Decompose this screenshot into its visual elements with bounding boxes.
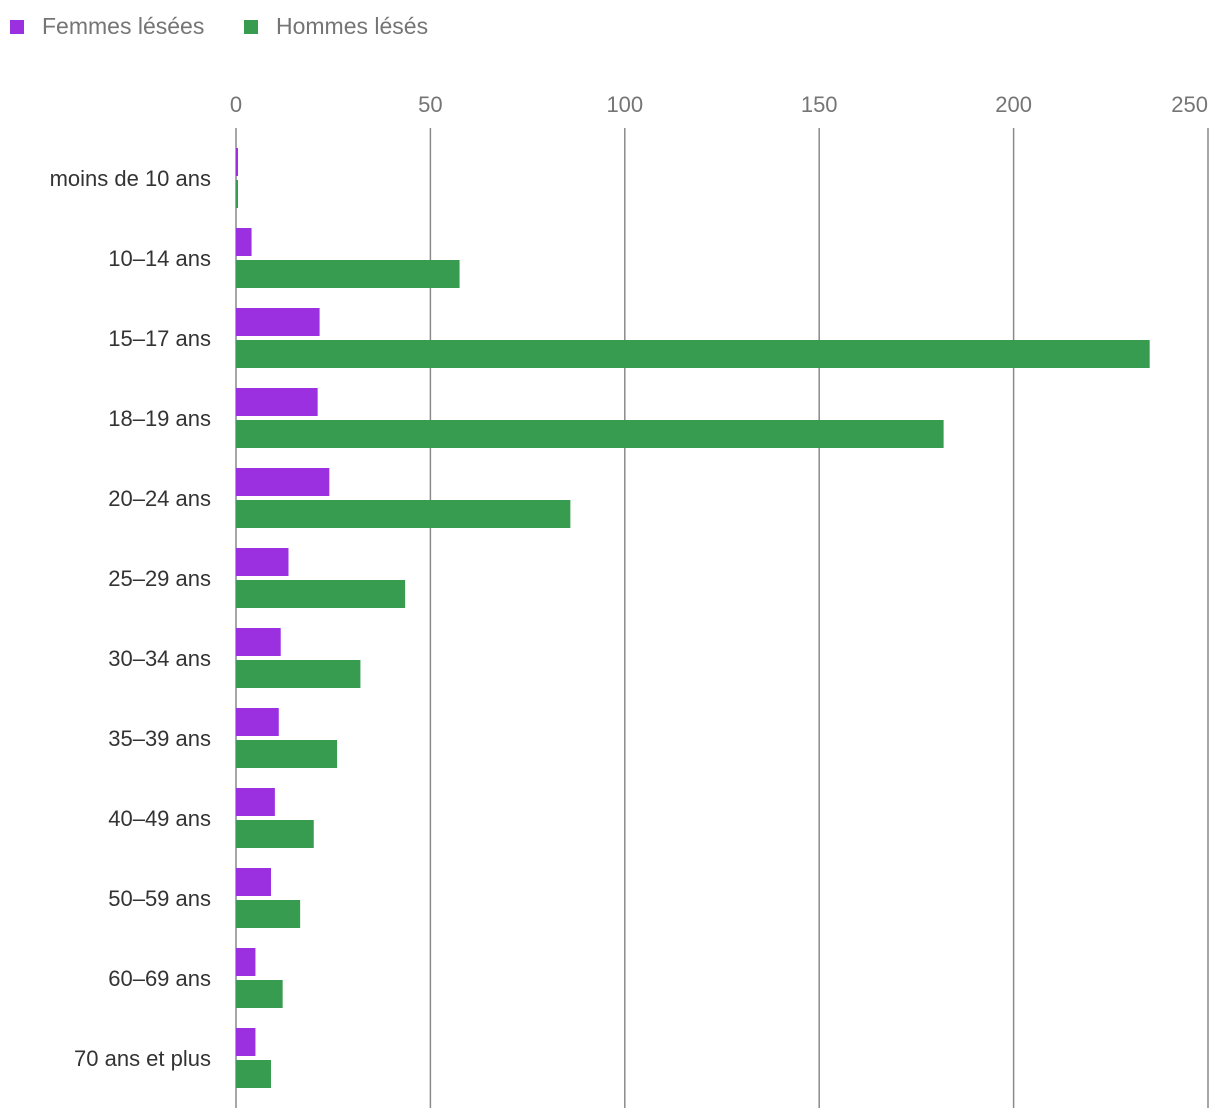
bar-hommes-2 xyxy=(236,260,460,288)
bar-hommes-8 xyxy=(236,740,338,768)
bar-hommes-11 xyxy=(236,980,283,1008)
bar-femmes-2 xyxy=(236,228,252,256)
category-label-7: 30–34 ans xyxy=(108,646,211,671)
bar-hommes-1 xyxy=(236,180,238,208)
bar-femmes-6 xyxy=(236,548,289,576)
bar-femmes-7 xyxy=(236,628,281,656)
x-tick-label-100: 100 xyxy=(606,92,643,117)
category-label-4: 18–19 ans xyxy=(108,406,211,431)
category-labels: moins de 10 ans 10–14 ans 15–17 ans 18–19 a… xyxy=(50,166,211,1071)
bar-femmes-12 xyxy=(236,1028,256,1056)
category-label-11: 60–69 ans xyxy=(108,966,211,991)
legend: Femmes lésées Hommes lésés xyxy=(10,13,428,39)
category-label-2: 10–14 ans xyxy=(108,246,211,271)
bar-hommes-6 xyxy=(236,580,406,608)
legend-label-1: Femmes lésées xyxy=(42,13,204,39)
bar-femmes-9 xyxy=(236,788,275,816)
x-tick-label-50: 50 xyxy=(418,92,442,117)
bar-hommes-9 xyxy=(236,820,314,848)
bar-hommes-7 xyxy=(236,660,361,688)
category-label-8: 35–39 ans xyxy=(108,726,211,751)
category-label-10: 50–59 ans xyxy=(108,886,211,911)
legend-swatch-2 xyxy=(244,20,258,34)
x-tick-label-0: 0 xyxy=(230,92,242,117)
bar-femmes-10 xyxy=(236,868,271,896)
bar-hommes-5 xyxy=(236,500,571,528)
bar-femmes-3 xyxy=(236,308,320,336)
gridlines xyxy=(235,128,1209,1108)
x-tick-label-200: 200 xyxy=(995,92,1032,117)
bar-hommes-10 xyxy=(236,900,301,928)
legend-label-2: Hommes lésés xyxy=(276,13,428,39)
category-label-5: 20–24 ans xyxy=(108,486,211,511)
bar-femmes-8 xyxy=(236,708,279,736)
bar-hommes-4 xyxy=(236,420,944,448)
bars xyxy=(236,148,1150,1088)
bar-femmes-1 xyxy=(236,148,238,176)
category-label-6: 25–29 ans xyxy=(108,566,211,591)
legend-swatch-1 xyxy=(10,20,24,34)
category-label-1: moins de 10 ans xyxy=(50,166,211,191)
bar-hommes-12 xyxy=(236,1060,271,1088)
category-label-3: 15–17 ans xyxy=(108,326,211,351)
bar-hommes-3 xyxy=(236,340,1150,368)
category-label-9: 40–49 ans xyxy=(108,806,211,831)
bar-femmes-11 xyxy=(236,948,256,976)
bar-femmes-5 xyxy=(236,468,330,496)
x-axis-ticks: 0 50 100 150 200 250 xyxy=(230,92,1208,117)
x-tick-label-150: 150 xyxy=(801,92,838,117)
bar-femmes-4 xyxy=(236,388,318,416)
x-tick-label-250: 250 xyxy=(1171,92,1208,117)
category-label-12: 70 ans et plus xyxy=(74,1046,211,1071)
